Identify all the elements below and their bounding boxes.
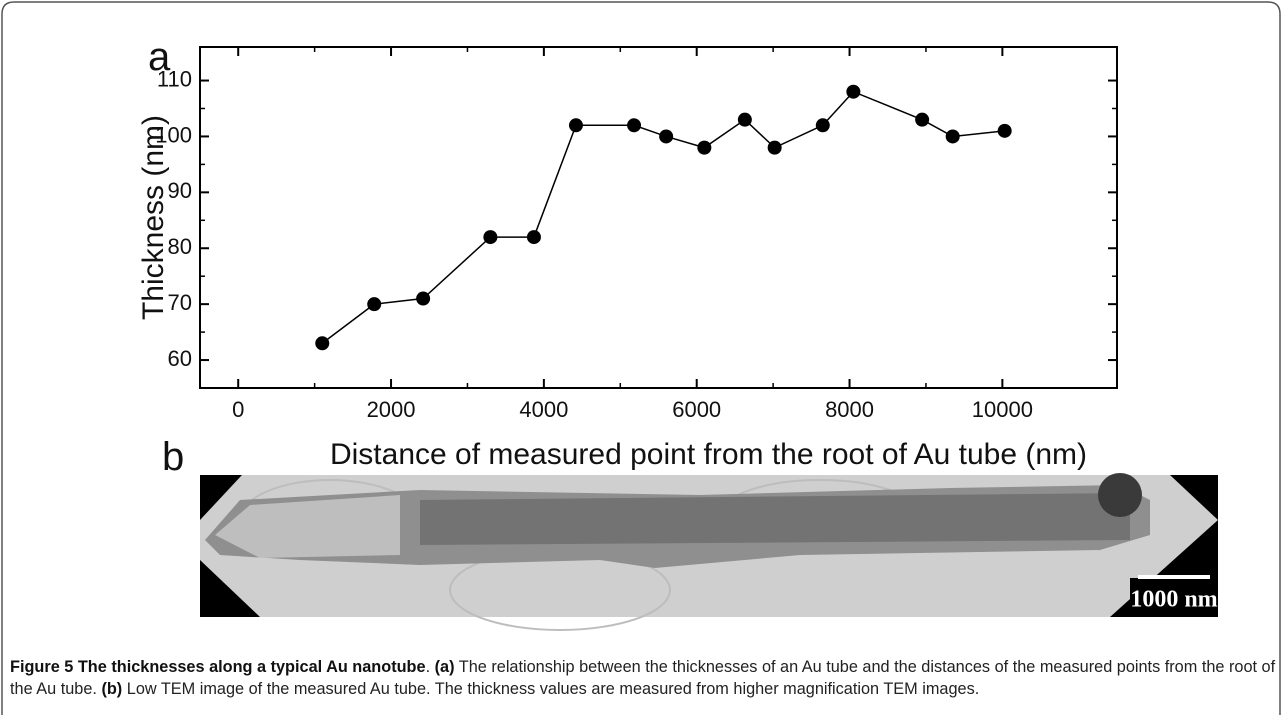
data-point <box>527 230 541 244</box>
x-tick-label: 10000 <box>972 397 1033 422</box>
y-tick-label: 80 <box>168 234 192 259</box>
figure: a b 1000 nm 0200040006000800010000607080… <box>0 0 1282 715</box>
data-point <box>846 85 860 99</box>
data-point <box>315 336 329 350</box>
data-point <box>998 124 1012 138</box>
scale-bar-label: 1000 nm <box>1130 587 1217 613</box>
y-tick-label: 70 <box>168 290 192 315</box>
data-point <box>483 230 497 244</box>
data-point <box>367 297 381 311</box>
y-tick-label: 90 <box>168 178 192 203</box>
caption-text: Figure 5 The thicknesses along a typical… <box>10 658 426 676</box>
data-point <box>946 129 960 143</box>
particle <box>1098 473 1142 517</box>
data-point <box>627 118 641 132</box>
y-axis-label: Thickness (nm) <box>137 115 170 320</box>
panel-label: b <box>162 435 184 479</box>
nanotube-core <box>420 493 1130 545</box>
caption-text: Low TEM image of the measured Au tube. T… <box>122 680 979 698</box>
y-tick-label: 60 <box>168 346 192 371</box>
data-point <box>416 292 430 306</box>
x-tick-label: 6000 <box>672 397 721 422</box>
x-tick-label: 4000 <box>519 397 568 422</box>
data-point <box>659 129 673 143</box>
tem-image: 1000 nm <box>200 473 1218 630</box>
data-point <box>768 141 782 155</box>
caption-text: (a) <box>435 658 455 676</box>
x-axis-label: Distance of measured point from the root… <box>330 438 1087 471</box>
x-tick-label: 0 <box>232 397 244 422</box>
y-tick-label: 110 <box>157 66 192 91</box>
page: { "chart_data": { "type": "line", "x_lab… <box>0 0 1282 715</box>
x-tick-label: 2000 <box>367 397 416 422</box>
x-tick-label: 8000 <box>825 397 874 422</box>
data-point <box>697 141 711 155</box>
data-point <box>915 113 929 127</box>
data-point <box>569 118 583 132</box>
caption-text: (b) <box>101 680 122 698</box>
caption: Figure 5 The thicknesses along a typical… <box>10 656 1276 700</box>
data-line <box>322 92 1004 344</box>
data-point <box>816 118 830 132</box>
caption-text: . <box>426 658 435 676</box>
plot-frame <box>200 47 1117 388</box>
data-point <box>738 113 752 127</box>
